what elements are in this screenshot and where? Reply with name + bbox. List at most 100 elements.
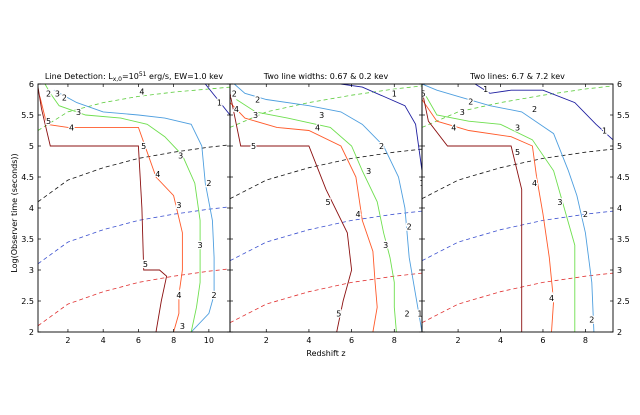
contour-level-1: [474, 84, 613, 141]
contour-label: 3: [198, 241, 203, 250]
contour-label: 5: [143, 260, 148, 269]
contour-level-4: [39, 96, 183, 332]
dashed-curve-black: [422, 148, 613, 200]
y-tick-label-right: 2.5: [617, 297, 630, 306]
x-tick-label: 6: [349, 336, 354, 345]
y-tick-label-right: 3: [617, 266, 622, 275]
contour-label: 4: [355, 210, 360, 219]
contour-level-3: [425, 96, 576, 332]
contour-label: 2: [206, 179, 211, 188]
dashed-curve-blue: [38, 206, 230, 265]
contour-level-5: [38, 87, 168, 332]
dashed-curve-blue: [230, 210, 422, 262]
contour-label: 2: [212, 291, 217, 300]
contour-label: 2: [405, 309, 410, 318]
contour-label: 3: [460, 108, 465, 117]
y-tick-label-right: 3.5: [617, 235, 630, 244]
contour-label: 4: [234, 105, 239, 114]
contour-level-3: [44, 84, 201, 332]
contour-level-5: [230, 93, 353, 332]
contour-label: 2: [379, 142, 384, 151]
panel-frame: [229, 83, 423, 333]
y-tick-label: 5: [29, 142, 34, 151]
x-tick-label: 2: [65, 336, 70, 345]
contour-label: 5: [421, 89, 426, 98]
contour-label: 1: [417, 309, 422, 318]
contour-label: 5: [326, 198, 331, 207]
contour-level-2: [422, 84, 595, 332]
contour-label: 3: [180, 322, 185, 331]
contour-label: 5: [251, 142, 256, 151]
x-tick-label: 4: [306, 336, 311, 345]
contour-label: 5: [515, 148, 520, 157]
contour-label: 2: [468, 97, 473, 106]
y-tick-label: 3: [29, 266, 34, 275]
contour-level-4: [422, 99, 555, 332]
contour-label: 2: [407, 223, 412, 232]
dashed-curve-black: [230, 148, 422, 200]
contour-label: 1: [602, 127, 607, 136]
y-tick-label: 4.5: [21, 173, 34, 182]
contour-level-4: [230, 102, 378, 332]
x-tick-label: 2: [456, 336, 461, 345]
contour-label: 3: [366, 167, 371, 176]
x-tick-label: 8: [583, 336, 588, 345]
x-tick-label: 2: [264, 336, 269, 345]
contour-label: 4: [139, 87, 144, 96]
contour-label: 3: [319, 111, 324, 120]
contour-label: 3: [383, 241, 388, 250]
y-tick-label: 2: [29, 328, 34, 337]
contour-level-1: [340, 84, 422, 171]
contour-label: 1: [217, 99, 222, 108]
x-tick-label: 10: [204, 336, 214, 345]
y-tick-label-right: 4: [617, 204, 622, 213]
y-tick-label-right: 5: [617, 142, 622, 151]
contour-label: 1: [392, 89, 397, 98]
y-tick-label-right: 2: [617, 328, 622, 337]
contour-label: 3: [253, 111, 258, 120]
y-tick-label: 3.5: [21, 235, 34, 244]
x-tick-label: 8: [392, 336, 397, 345]
contour-label: 4: [176, 291, 181, 300]
contour-label: 2: [46, 89, 51, 98]
contour-label: 4: [315, 123, 320, 132]
dashed-curve-red: [230, 272, 422, 324]
x-tick-label: 4: [498, 336, 503, 345]
contour-label: 4: [69, 123, 74, 132]
contour-label: 4: [155, 170, 160, 179]
contour-label: 2: [255, 96, 260, 105]
contour-label: 2: [532, 105, 537, 114]
contour-label: 2: [62, 94, 67, 103]
contour-label: 2: [583, 210, 588, 219]
contour-level-2: [53, 89, 215, 332]
dashed-curve-red: [38, 268, 230, 327]
dashed-curve-green: [422, 85, 613, 128]
contour-label: 4: [451, 123, 456, 132]
contour-label: 3: [515, 123, 520, 132]
y-tick-label: 2.5: [21, 297, 34, 306]
y-tick-label: 4: [29, 204, 34, 213]
y-tick-label-right: 5.5: [617, 111, 630, 120]
panel-title: Two line widths: 0.67 & 0.2 kev: [263, 72, 389, 81]
panel-frame: [421, 83, 614, 333]
contour-label: 1: [483, 85, 488, 94]
y-axis-label: Log(Observer time (seconds)): [10, 153, 19, 272]
contour-label: 1: [419, 179, 424, 188]
contour-label: 2: [232, 89, 237, 98]
dashed-curve-black: [38, 144, 230, 203]
contour-level-2: [234, 84, 422, 332]
x-tick-label: 8: [171, 336, 176, 345]
y-tick-label-right: 4.5: [617, 173, 630, 182]
contour-label: 3: [178, 151, 183, 160]
contour-label: 3: [55, 89, 60, 98]
y-tick-label: 6: [29, 80, 34, 89]
contour-label: 3: [76, 108, 81, 117]
